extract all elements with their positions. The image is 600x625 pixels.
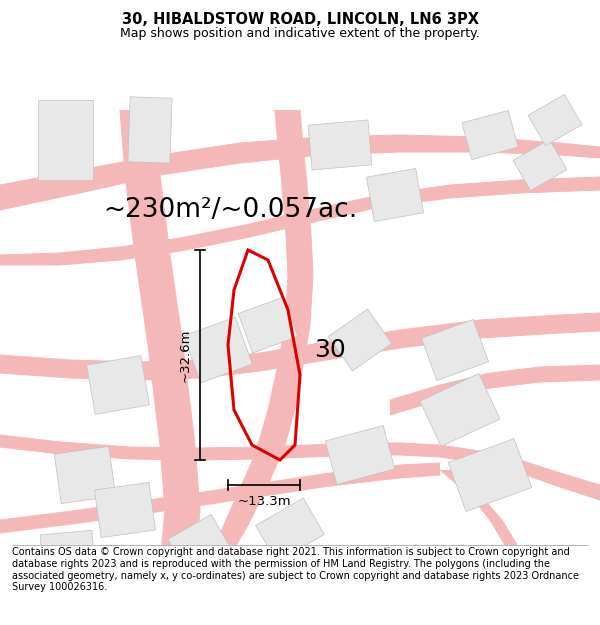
Bar <box>40 531 96 579</box>
Bar <box>448 439 532 511</box>
Bar <box>367 169 424 221</box>
Polygon shape <box>0 313 600 380</box>
Text: Contains OS data © Crown copyright and database right 2021. This information is : Contains OS data © Crown copyright and d… <box>12 548 579 592</box>
Polygon shape <box>440 470 533 620</box>
Polygon shape <box>0 135 600 210</box>
Text: ~13.3m: ~13.3m <box>237 495 291 508</box>
Polygon shape <box>120 110 200 620</box>
Bar <box>37 100 92 180</box>
Polygon shape <box>0 177 600 265</box>
Bar <box>184 317 253 383</box>
Bar <box>308 120 372 170</box>
Bar <box>513 139 567 191</box>
Bar <box>94 482 155 538</box>
Bar <box>86 356 149 414</box>
Bar <box>54 446 116 504</box>
Bar <box>462 111 518 159</box>
Text: Map shows position and indicative extent of the property.: Map shows position and indicative extent… <box>120 27 480 39</box>
Bar <box>168 514 232 576</box>
Bar <box>325 426 395 484</box>
Bar <box>421 319 488 381</box>
Text: ~230m²/~0.057ac.: ~230m²/~0.057ac. <box>103 197 357 223</box>
Text: 30, HIBALDSTOW ROAD, LINCOLN, LN6 3PX: 30, HIBALDSTOW ROAD, LINCOLN, LN6 3PX <box>121 12 479 27</box>
Bar <box>238 297 298 353</box>
Polygon shape <box>175 110 313 620</box>
Text: ~32.6m: ~32.6m <box>179 328 192 382</box>
Polygon shape <box>0 435 600 500</box>
Bar <box>528 94 582 146</box>
Text: 30: 30 <box>314 338 346 362</box>
Bar <box>420 374 500 446</box>
Bar <box>328 309 392 371</box>
Polygon shape <box>390 365 600 415</box>
Polygon shape <box>0 463 440 533</box>
Bar <box>128 97 172 163</box>
Bar <box>256 498 325 562</box>
